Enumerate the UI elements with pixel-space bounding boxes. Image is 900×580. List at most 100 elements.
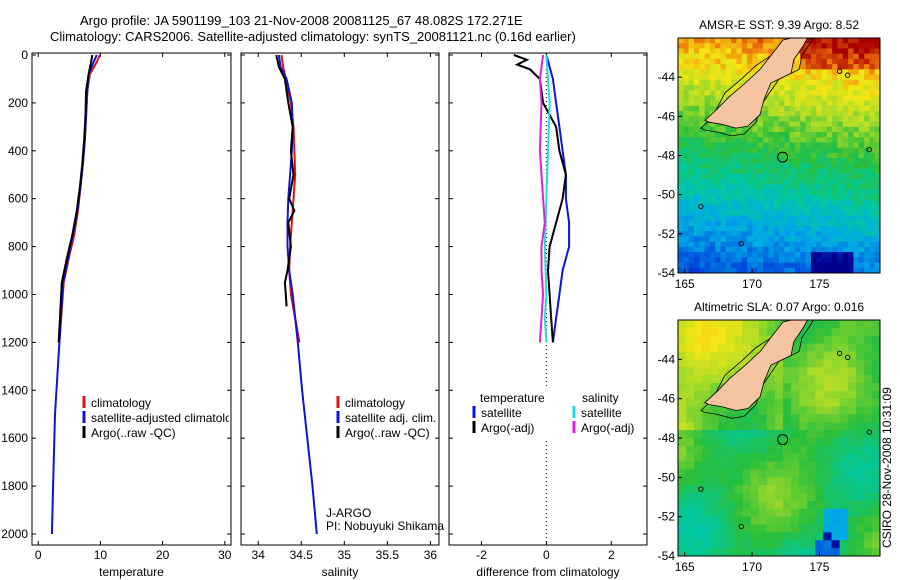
map-cell	[821, 220, 828, 227]
map-cell	[847, 414, 857, 423]
map-cell	[720, 262, 727, 269]
map-cell	[807, 327, 816, 337]
map-cell	[693, 163, 700, 170]
map-cell	[853, 158, 860, 164]
map-cell	[731, 152, 738, 159]
map-cell	[710, 477, 719, 486]
map-cell	[757, 38, 764, 44]
map-cell	[702, 445, 711, 455]
map-cell	[686, 493, 695, 502]
map-cell	[810, 38, 817, 44]
map-cell	[709, 257, 716, 264]
map-cell	[725, 137, 732, 144]
map-cell	[810, 53, 817, 60]
map-cell	[678, 38, 684, 44]
map-cell	[750, 540, 760, 549]
map-cell	[853, 226, 860, 232]
map-cell	[794, 205, 801, 211]
map-cell	[855, 375, 865, 384]
map-cell	[768, 215, 775, 222]
map-cell	[718, 453, 728, 463]
map-cell	[800, 132, 807, 138]
map-cell	[858, 121, 865, 128]
map-cell	[874, 205, 880, 211]
map-cell	[763, 184, 769, 191]
map-cell	[842, 69, 849, 76]
map-cell	[750, 414, 760, 423]
legend-label: Argo(..raw -QC)	[345, 426, 430, 440]
map-cell	[853, 137, 860, 144]
map-cell	[783, 469, 792, 478]
map-cell	[678, 327, 687, 337]
map-cell	[869, 126, 876, 133]
series-line-temperature-argo-adj-	[513, 54, 567, 343]
map-cell	[741, 184, 748, 191]
map-cell	[731, 231, 738, 238]
map-cell	[683, 74, 690, 81]
map-cell	[702, 375, 711, 384]
map-cell	[678, 262, 684, 269]
map-cell	[693, 85, 700, 91]
map-cell	[816, 95, 823, 102]
map-cell	[805, 90, 812, 97]
map-cell	[847, 359, 857, 368]
map-cell	[826, 100, 833, 107]
map-cell	[678, 382, 687, 392]
map-cell	[832, 194, 839, 201]
map-cell	[823, 485, 833, 494]
map-cell	[720, 246, 727, 253]
map-cell	[805, 262, 812, 269]
map-cell	[784, 246, 791, 253]
map-cell	[715, 85, 722, 91]
map-cell	[800, 220, 807, 227]
map-cell	[750, 343, 760, 353]
map-cell	[864, 184, 870, 191]
map-cell	[842, 226, 849, 232]
map-cell	[789, 179, 796, 185]
map-cell	[842, 147, 849, 154]
map-cell	[763, 199, 769, 206]
map-cell	[784, 111, 791, 117]
map-cell	[763, 142, 769, 149]
map-cell	[715, 69, 722, 76]
map-cell	[832, 173, 839, 180]
map-cell	[807, 500, 816, 510]
map-cell	[815, 367, 825, 376]
map-cell	[757, 210, 764, 217]
map-cell	[773, 111, 780, 117]
map-cell	[720, 168, 727, 175]
map-cell	[869, 69, 876, 76]
small-island	[866, 146, 872, 153]
map-cell	[784, 267, 791, 273]
map-cell	[784, 179, 791, 185]
map-cell	[800, 168, 807, 175]
map-cell	[747, 205, 754, 211]
map-cell	[704, 205, 711, 211]
map-cell	[789, 100, 796, 107]
map-cell	[800, 79, 807, 86]
map-cell	[678, 194, 684, 201]
map-cell	[693, 53, 700, 60]
map-cell	[816, 126, 823, 133]
map-cell	[863, 500, 873, 510]
legend-header-salinity: salinity	[582, 391, 619, 405]
map-cell	[741, 152, 748, 159]
map-cell	[766, 367, 776, 376]
map-cell	[874, 210, 880, 217]
map-cell	[678, 79, 684, 86]
map-cell	[853, 173, 860, 180]
salinity-xlabel: salinity	[322, 565, 359, 579]
map-cell	[683, 199, 690, 206]
map-cell	[800, 116, 807, 123]
map-cell	[810, 69, 817, 76]
map-cell	[816, 69, 823, 76]
map-cell	[832, 152, 839, 159]
map-cell	[794, 137, 801, 144]
map-cell	[768, 252, 775, 258]
map-cell	[832, 147, 839, 154]
map-cell	[794, 95, 801, 102]
map-cell	[678, 469, 687, 478]
map-cell	[757, 252, 764, 258]
map-cell	[694, 335, 703, 345]
x-tick-label: 35.5	[376, 548, 400, 562]
